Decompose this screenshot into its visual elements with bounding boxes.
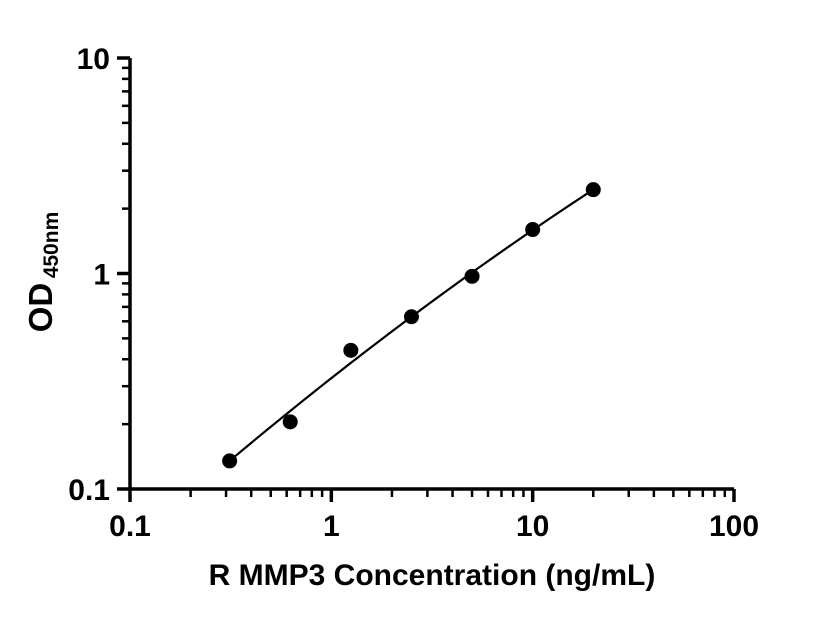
y-tick-label: 10	[77, 43, 110, 76]
x-tick-label: 100	[709, 510, 759, 543]
y-tick-label: 1	[93, 259, 110, 292]
data-point	[525, 222, 541, 238]
x-axis-title: R MMP3 Concentration (ng/mL)	[209, 559, 656, 592]
data-point	[464, 268, 480, 284]
y-axis-title-main: OD	[22, 283, 59, 333]
data-point	[403, 309, 419, 325]
x-tick-label: 0.1	[109, 510, 151, 543]
data-point	[282, 414, 298, 430]
x-tick-label: 1	[323, 510, 340, 543]
data-point	[222, 453, 238, 469]
y-axis-title: OD 450nm	[22, 212, 63, 333]
y-axis-title-subscript: 450nm	[40, 212, 63, 279]
x-tick-label: 10	[516, 510, 549, 543]
y-tick-label: 0.1	[68, 474, 110, 507]
data-point	[585, 182, 601, 198]
plot-layer: 0.1 1 10 100 0.1 1 10	[68, 43, 759, 543]
data-point	[343, 342, 359, 358]
